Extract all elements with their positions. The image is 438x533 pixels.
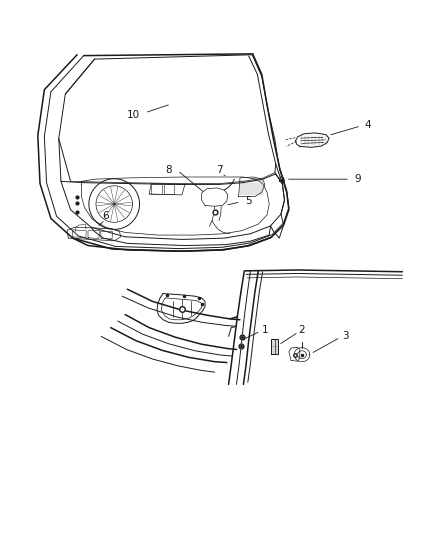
Text: 4: 4 [364,119,371,130]
Text: 7: 7 [216,165,223,175]
Text: 10: 10 [127,110,141,119]
Text: 3: 3 [343,332,349,341]
Text: 1: 1 [261,325,268,335]
Text: 5: 5 [245,196,252,206]
Text: 8: 8 [166,165,172,175]
Text: 6: 6 [102,211,109,221]
Text: 2: 2 [299,325,305,335]
Text: 9: 9 [354,174,361,184]
